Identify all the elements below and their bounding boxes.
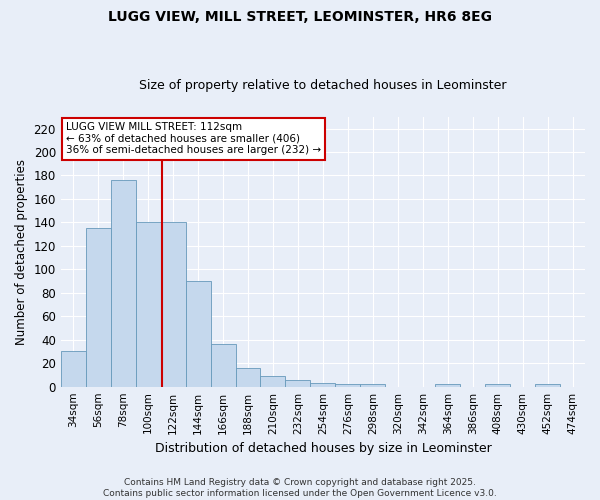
- Y-axis label: Number of detached properties: Number of detached properties: [15, 158, 28, 344]
- X-axis label: Distribution of detached houses by size in Leominster: Distribution of detached houses by size …: [155, 442, 491, 455]
- Bar: [335, 384, 361, 386]
- Bar: [310, 383, 335, 386]
- Bar: [260, 376, 286, 386]
- Bar: [286, 380, 310, 386]
- Bar: [86, 228, 111, 386]
- Bar: [61, 352, 86, 386]
- Bar: [435, 384, 460, 386]
- Bar: [535, 384, 560, 386]
- Text: Contains HM Land Registry data © Crown copyright and database right 2025.
Contai: Contains HM Land Registry data © Crown c…: [103, 478, 497, 498]
- Title: Size of property relative to detached houses in Leominster: Size of property relative to detached ho…: [139, 79, 506, 92]
- Text: LUGG VIEW MILL STREET: 112sqm
← 63% of detached houses are smaller (406)
36% of : LUGG VIEW MILL STREET: 112sqm ← 63% of d…: [66, 122, 321, 156]
- Bar: [111, 180, 136, 386]
- Bar: [361, 384, 385, 386]
- Bar: [211, 344, 236, 387]
- Text: LUGG VIEW, MILL STREET, LEOMINSTER, HR6 8EG: LUGG VIEW, MILL STREET, LEOMINSTER, HR6 …: [108, 10, 492, 24]
- Bar: [136, 222, 161, 386]
- Bar: [236, 368, 260, 386]
- Bar: [185, 281, 211, 386]
- Bar: [161, 222, 185, 386]
- Bar: [485, 384, 510, 386]
